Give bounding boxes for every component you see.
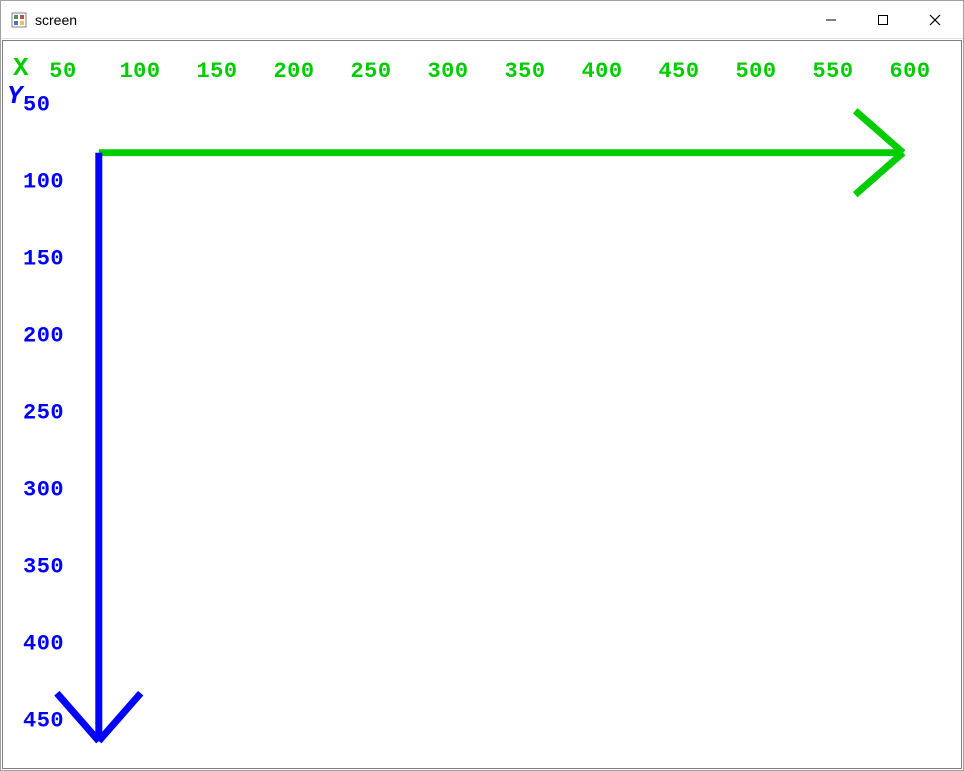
titlebar: screen	[1, 1, 963, 39]
window-controls	[805, 1, 961, 38]
close-button[interactable]	[909, 1, 961, 38]
window-title: screen	[35, 12, 805, 28]
axes-arrows	[3, 41, 961, 768]
maximize-button[interactable]	[857, 1, 909, 38]
app-icon	[11, 12, 27, 28]
canvas-area: X Y 50100150200250300350400450500550600 …	[2, 40, 962, 769]
minimize-button[interactable]	[805, 1, 857, 38]
app-window: screen X Y 5010015020025030035	[0, 0, 964, 771]
